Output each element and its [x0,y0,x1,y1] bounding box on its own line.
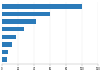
Bar [2,4,82,9]
Bar [2,27,24,32]
Bar [2,50,8,54]
Bar [2,42,12,47]
Bar [2,57,7,62]
Bar [2,19,36,24]
Bar [2,35,16,39]
Bar [2,12,50,16]
